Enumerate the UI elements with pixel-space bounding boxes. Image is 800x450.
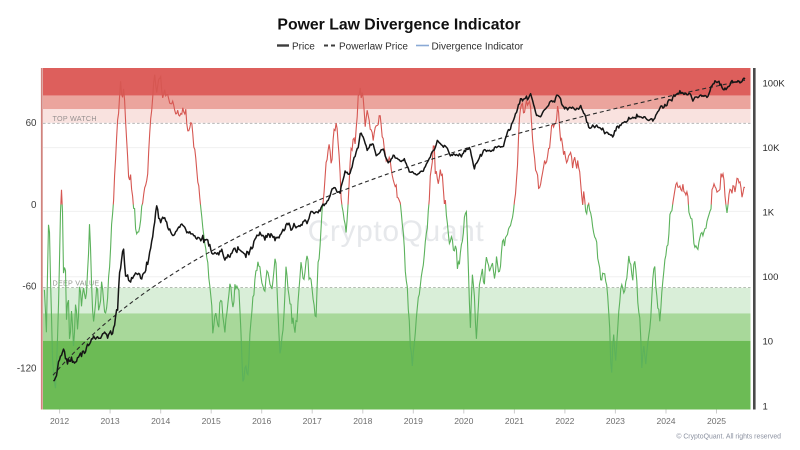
svg-text:2024: 2024 [656,416,675,426]
svg-text:2013: 2013 [101,416,120,426]
svg-text:2012: 2012 [50,416,69,426]
svg-text:2016: 2016 [252,416,271,426]
svg-text:-120: -120 [17,363,37,374]
svg-text:Power Law Divergence Indicator: Power Law Divergence Indicator [277,17,520,34]
svg-text:2022: 2022 [555,416,574,426]
svg-text:-60: -60 [22,282,37,293]
svg-text:1K: 1K [763,208,775,219]
svg-text:10: 10 [763,337,774,348]
svg-text:Price: Price [292,41,315,52]
svg-text:2018: 2018 [353,416,372,426]
svg-text:10K: 10K [763,143,781,154]
svg-text:© CryptoQuant. All rights rese: © CryptoQuant. All rights reserved [676,433,781,441]
svg-text:2023: 2023 [606,416,625,426]
svg-text:2021: 2021 [505,416,524,426]
svg-text:1: 1 [763,401,768,412]
svg-text:2019: 2019 [404,416,423,426]
svg-text:2015: 2015 [202,416,221,426]
svg-text:100: 100 [763,272,779,283]
svg-text:Divergence Indicator: Divergence Indicator [432,41,524,52]
svg-text:2020: 2020 [454,416,473,426]
svg-text:CryptoQuant: CryptoQuant [308,215,485,248]
svg-text:0: 0 [31,200,37,211]
svg-text:Powerlaw Price: Powerlaw Price [339,41,408,52]
svg-text:2014: 2014 [151,416,170,426]
svg-text:60: 60 [26,118,37,129]
svg-text:2017: 2017 [303,416,322,426]
svg-text:100K: 100K [763,78,786,89]
svg-text:TOP WATCH: TOP WATCH [53,114,97,123]
svg-text:2025: 2025 [707,416,726,426]
svg-text:DEEP VALUE: DEEP VALUE [53,279,100,288]
